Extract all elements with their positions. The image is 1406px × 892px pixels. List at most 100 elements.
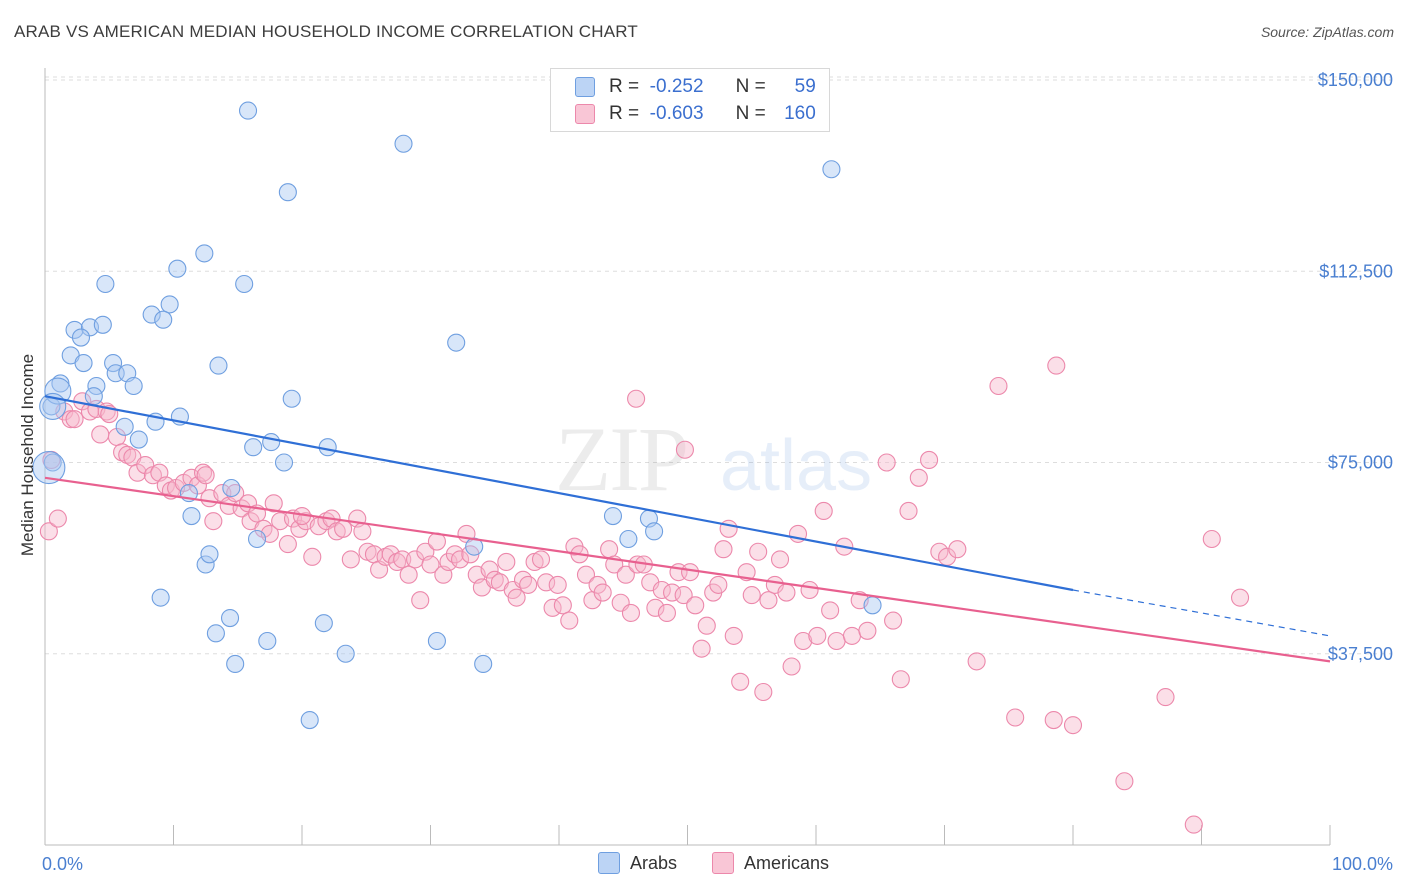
arab-point <box>200 545 219 564</box>
american-point <box>652 580 671 600</box>
legend-swatch-arabs <box>575 77 595 97</box>
american-point <box>421 555 440 574</box>
american-point <box>858 621 877 640</box>
american-point <box>537 573 556 592</box>
arab-point <box>196 555 215 574</box>
arab-point <box>394 134 413 153</box>
american-point <box>48 509 67 528</box>
arab-point <box>104 353 123 373</box>
axes <box>44 68 1331 846</box>
chart-title: ARAB VS AMERICAN MEDIAN HOUSEHOLD INCOME… <box>14 22 639 41</box>
legend-r-value-arabs: -0.252 <box>649 76 704 97</box>
american-point <box>303 547 322 566</box>
tick-labels: $37,500 $75,000 $112,500 $150,000 0.0% 100.0% <box>42 70 1393 874</box>
american-point <box>697 616 716 635</box>
american-point <box>714 540 733 559</box>
arab-point <box>336 644 355 663</box>
arab-point <box>474 654 493 674</box>
american-point <box>196 466 215 485</box>
arab-point <box>314 614 333 633</box>
arab-point <box>222 478 241 498</box>
legend-r-label: R = <box>609 76 640 97</box>
arab-point <box>206 624 225 643</box>
x-tick-label-max: 100.0% <box>1332 854 1393 874</box>
american-point <box>113 443 132 462</box>
arab-point <box>278 183 297 202</box>
arab-point <box>168 259 187 278</box>
arab-point <box>427 631 446 651</box>
bottom-legend-swatch-americans <box>712 852 734 874</box>
american-point <box>884 611 903 630</box>
trend-lines <box>44 395 1331 663</box>
y-tick-label: $150,000 <box>1318 70 1393 90</box>
arab-point <box>115 417 134 436</box>
american-point <box>341 550 360 569</box>
american-point <box>497 552 516 572</box>
american-point <box>445 545 464 564</box>
american-point <box>480 560 499 579</box>
arab-point <box>619 529 638 549</box>
american-point <box>553 596 572 615</box>
american-point <box>800 580 819 600</box>
american-point <box>600 540 619 559</box>
bottom-legend-label-americans: Americans <box>744 852 830 873</box>
arab-point <box>129 430 148 449</box>
arab-point <box>247 529 267 549</box>
american-point <box>692 639 711 658</box>
american-point <box>674 586 693 605</box>
watermark-zip: ZIP <box>555 408 687 510</box>
american-point <box>182 468 201 487</box>
american-point <box>65 410 84 429</box>
american-point <box>439 552 458 572</box>
arab-point <box>195 244 214 263</box>
arab-point <box>603 506 623 526</box>
american-point <box>39 522 58 541</box>
american-point <box>136 455 155 475</box>
american-point <box>264 494 283 513</box>
american-point <box>118 445 137 464</box>
arab-point <box>124 376 143 396</box>
arab-point <box>863 596 882 615</box>
american-point <box>411 591 430 610</box>
legend-r-label: R = <box>609 103 640 124</box>
american-point <box>334 519 353 538</box>
american-point <box>742 586 761 605</box>
watermark: ZIP atlas <box>555 408 872 510</box>
american-point <box>782 657 801 676</box>
american-point <box>399 565 418 584</box>
american-point <box>663 583 682 602</box>
american-point <box>560 611 579 630</box>
arab-point <box>142 305 161 324</box>
american-point <box>909 468 928 487</box>
american-point <box>891 670 910 689</box>
legend-n-value-americans: 160 <box>784 103 816 124</box>
american-point <box>128 463 147 482</box>
american-point <box>531 550 551 569</box>
american-point <box>353 522 372 541</box>
y-tick-label: $37,500 <box>1328 644 1393 664</box>
american-point <box>507 588 526 607</box>
american-point <box>770 550 790 569</box>
arab-point <box>318 438 337 457</box>
american-point <box>388 552 407 572</box>
american-point <box>754 682 773 702</box>
american-point <box>1063 716 1083 735</box>
y-tick-label: $75,000 <box>1328 453 1393 473</box>
arab-point <box>65 320 84 339</box>
american-point <box>593 583 612 602</box>
american-point <box>675 440 694 459</box>
arab-point-large <box>32 451 66 485</box>
y-tick-label: $112,500 <box>1319 261 1393 281</box>
arab-trend-line <box>44 395 1074 592</box>
arab-point <box>447 333 466 352</box>
arab-point <box>645 522 664 541</box>
arab-point <box>93 315 112 334</box>
american-point <box>657 603 676 623</box>
arab-point <box>84 387 103 406</box>
y-axis-label: Median Household Income <box>18 354 37 556</box>
arab-point <box>274 453 294 472</box>
american-point <box>1006 708 1025 727</box>
legend-n-label: N = <box>735 103 766 124</box>
american-point <box>794 631 813 651</box>
arab-point <box>244 438 263 457</box>
